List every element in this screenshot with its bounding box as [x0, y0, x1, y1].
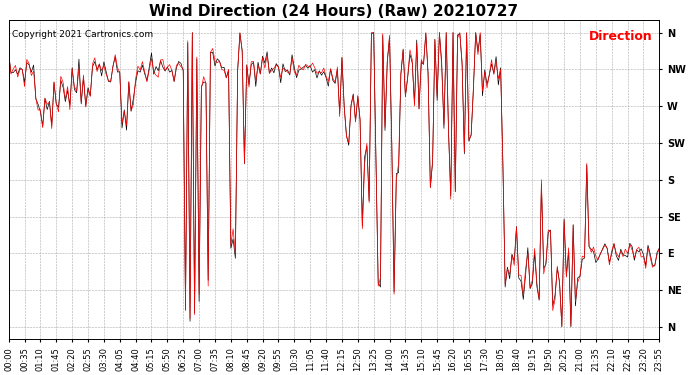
Title: Wind Direction (24 Hours) (Raw) 20210727: Wind Direction (24 Hours) (Raw) 20210727	[150, 4, 519, 19]
Text: Copyright 2021 Cartronics.com: Copyright 2021 Cartronics.com	[12, 30, 153, 39]
Text: Direction: Direction	[589, 30, 653, 43]
